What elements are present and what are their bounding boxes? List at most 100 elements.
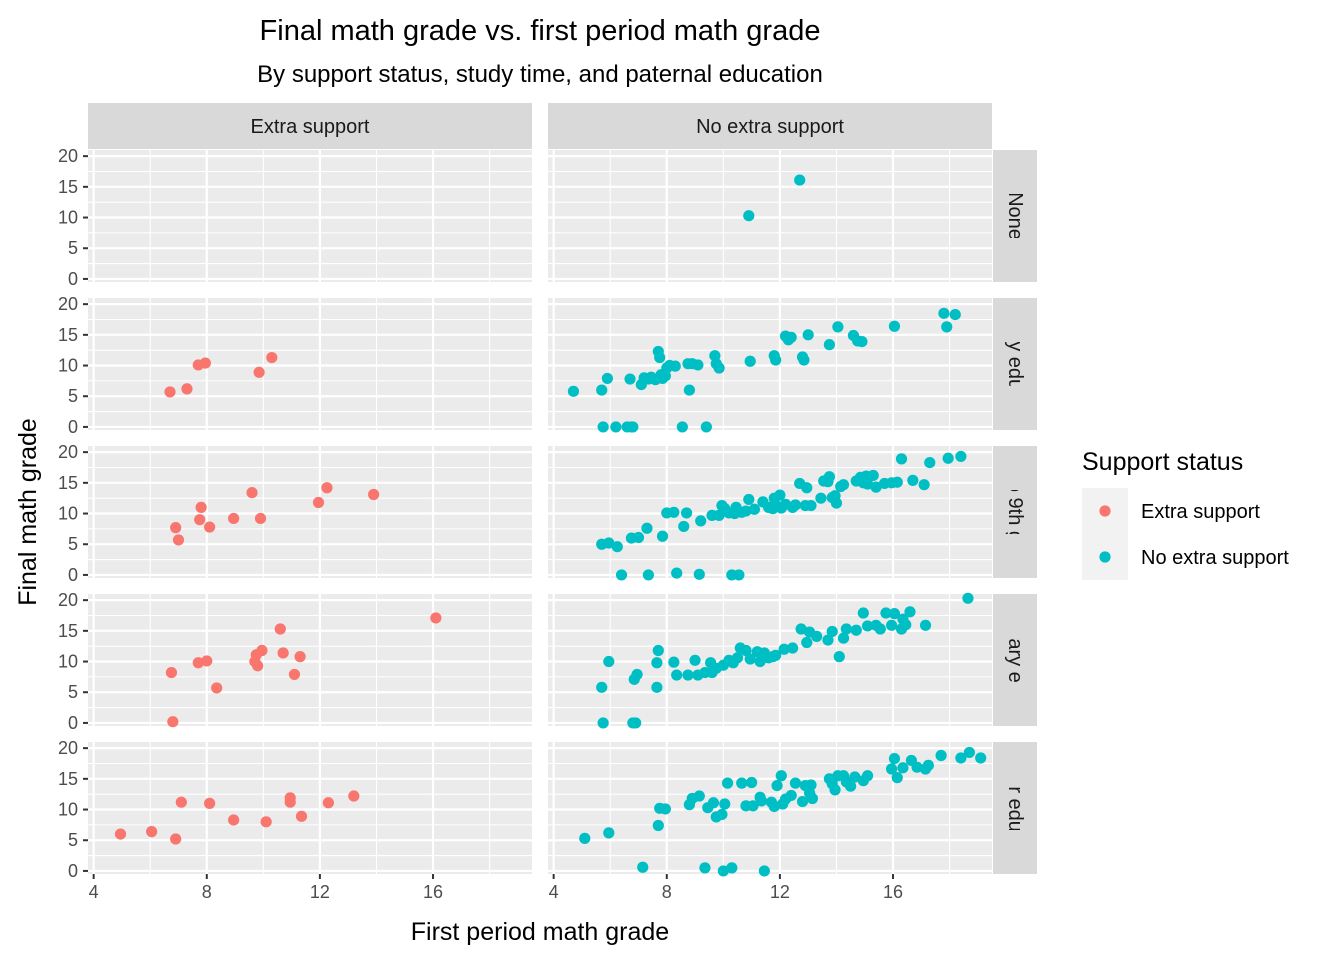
- data-point: [744, 653, 756, 665]
- y-tick-label: 5: [68, 534, 78, 554]
- data-point: [689, 654, 701, 666]
- data-point: [651, 657, 663, 669]
- data-point: [837, 479, 850, 491]
- data-point: [949, 308, 961, 321]
- data-point: [597, 421, 609, 433]
- facet-panel: [548, 592, 992, 729]
- y-tick-label: 15: [58, 621, 78, 641]
- data-point: [861, 620, 874, 632]
- y-tick-label: 5: [68, 238, 78, 258]
- data-point: [652, 644, 664, 657]
- data-point: [683, 384, 696, 396]
- data-point: [579, 832, 591, 844]
- data-point: [802, 329, 814, 341]
- row-strip-label: gher educati: [1004, 753, 1026, 863]
- y-tick-label: 10: [58, 800, 78, 820]
- data-point: [630, 717, 642, 729]
- data-point: [721, 777, 734, 789]
- data-point: [637, 861, 649, 873]
- data-point: [597, 717, 609, 729]
- data-point: [975, 752, 987, 764]
- data-point: [192, 657, 204, 669]
- data-point: [782, 334, 794, 346]
- data-point: [796, 795, 809, 808]
- x-tick-label: 12: [310, 882, 330, 902]
- data-point: [194, 514, 206, 526]
- row-strip: None: [993, 150, 1037, 282]
- y-tick-label: 20: [58, 590, 78, 610]
- y-tick-label: 0: [68, 269, 78, 289]
- legend-label: No extra support: [1141, 547, 1289, 569]
- data-point: [942, 452, 954, 464]
- data-point: [603, 827, 615, 839]
- data-point: [211, 682, 223, 694]
- data-point: [654, 351, 666, 364]
- data-point: [744, 355, 756, 367]
- data-point: [888, 608, 901, 620]
- data-point: [228, 814, 240, 826]
- data-point: [888, 752, 901, 765]
- data-point: [601, 372, 613, 385]
- data-point: [322, 797, 334, 809]
- y-tick-label: 10: [58, 208, 78, 228]
- data-point: [181, 383, 193, 395]
- y-tick-label: 15: [58, 473, 78, 493]
- data-point: [801, 636, 813, 649]
- data-point: [726, 862, 738, 874]
- y-tick-label: 10: [58, 356, 78, 376]
- data-point: [829, 784, 841, 796]
- data-point: [963, 746, 975, 759]
- data-point: [938, 307, 950, 319]
- data-point: [924, 456, 936, 469]
- legend-entry: Extra support: [1082, 488, 1260, 534]
- data-point: [798, 354, 810, 366]
- data-point: [891, 772, 903, 784]
- data-point: [201, 655, 213, 667]
- data-point: [833, 651, 845, 663]
- data-point: [652, 819, 664, 832]
- data-point: [805, 779, 817, 791]
- data-point: [656, 530, 669, 542]
- data-point: [253, 366, 265, 378]
- data-point: [768, 800, 780, 813]
- data-point: [747, 800, 759, 812]
- data-point: [146, 826, 158, 838]
- data-point: [195, 501, 207, 513]
- chart-title: Final math grade vs. first period math g…: [260, 15, 821, 47]
- data-point: [806, 792, 819, 805]
- y-tick-label: 10: [58, 504, 78, 524]
- data-point: [815, 492, 827, 504]
- data-point: [266, 351, 278, 364]
- data-point: [904, 606, 916, 618]
- data-point: [823, 339, 835, 351]
- data-point: [830, 497, 843, 509]
- data-point: [867, 469, 879, 482]
- data-point: [794, 174, 806, 186]
- column-strip-label: Extra support: [251, 116, 370, 138]
- data-point: [748, 503, 761, 515]
- y-tick-label: 0: [68, 861, 78, 881]
- data-point: [707, 797, 720, 809]
- column-strip: Extra support: [88, 103, 532, 149]
- data-point: [164, 386, 176, 398]
- data-point: [321, 482, 333, 494]
- data-point: [252, 660, 264, 672]
- data-point: [260, 816, 272, 828]
- data-point: [693, 568, 705, 580]
- y-tick-label: 0: [68, 713, 78, 733]
- facet-panel: [548, 150, 992, 282]
- data-point: [850, 624, 862, 636]
- legend-label: Extra support: [1141, 501, 1260, 523]
- x-tick-label: 16: [883, 882, 903, 902]
- x-tick-label: 4: [89, 882, 99, 902]
- data-point: [716, 808, 728, 821]
- data-point: [955, 450, 967, 463]
- facet-panel: [88, 150, 532, 282]
- data-point: [805, 499, 817, 512]
- data-point: [348, 790, 360, 802]
- data-point: [754, 655, 766, 668]
- data-point: [861, 770, 874, 782]
- x-tick-label: 16: [423, 882, 443, 902]
- data-point: [167, 716, 179, 728]
- data-point: [678, 520, 690, 533]
